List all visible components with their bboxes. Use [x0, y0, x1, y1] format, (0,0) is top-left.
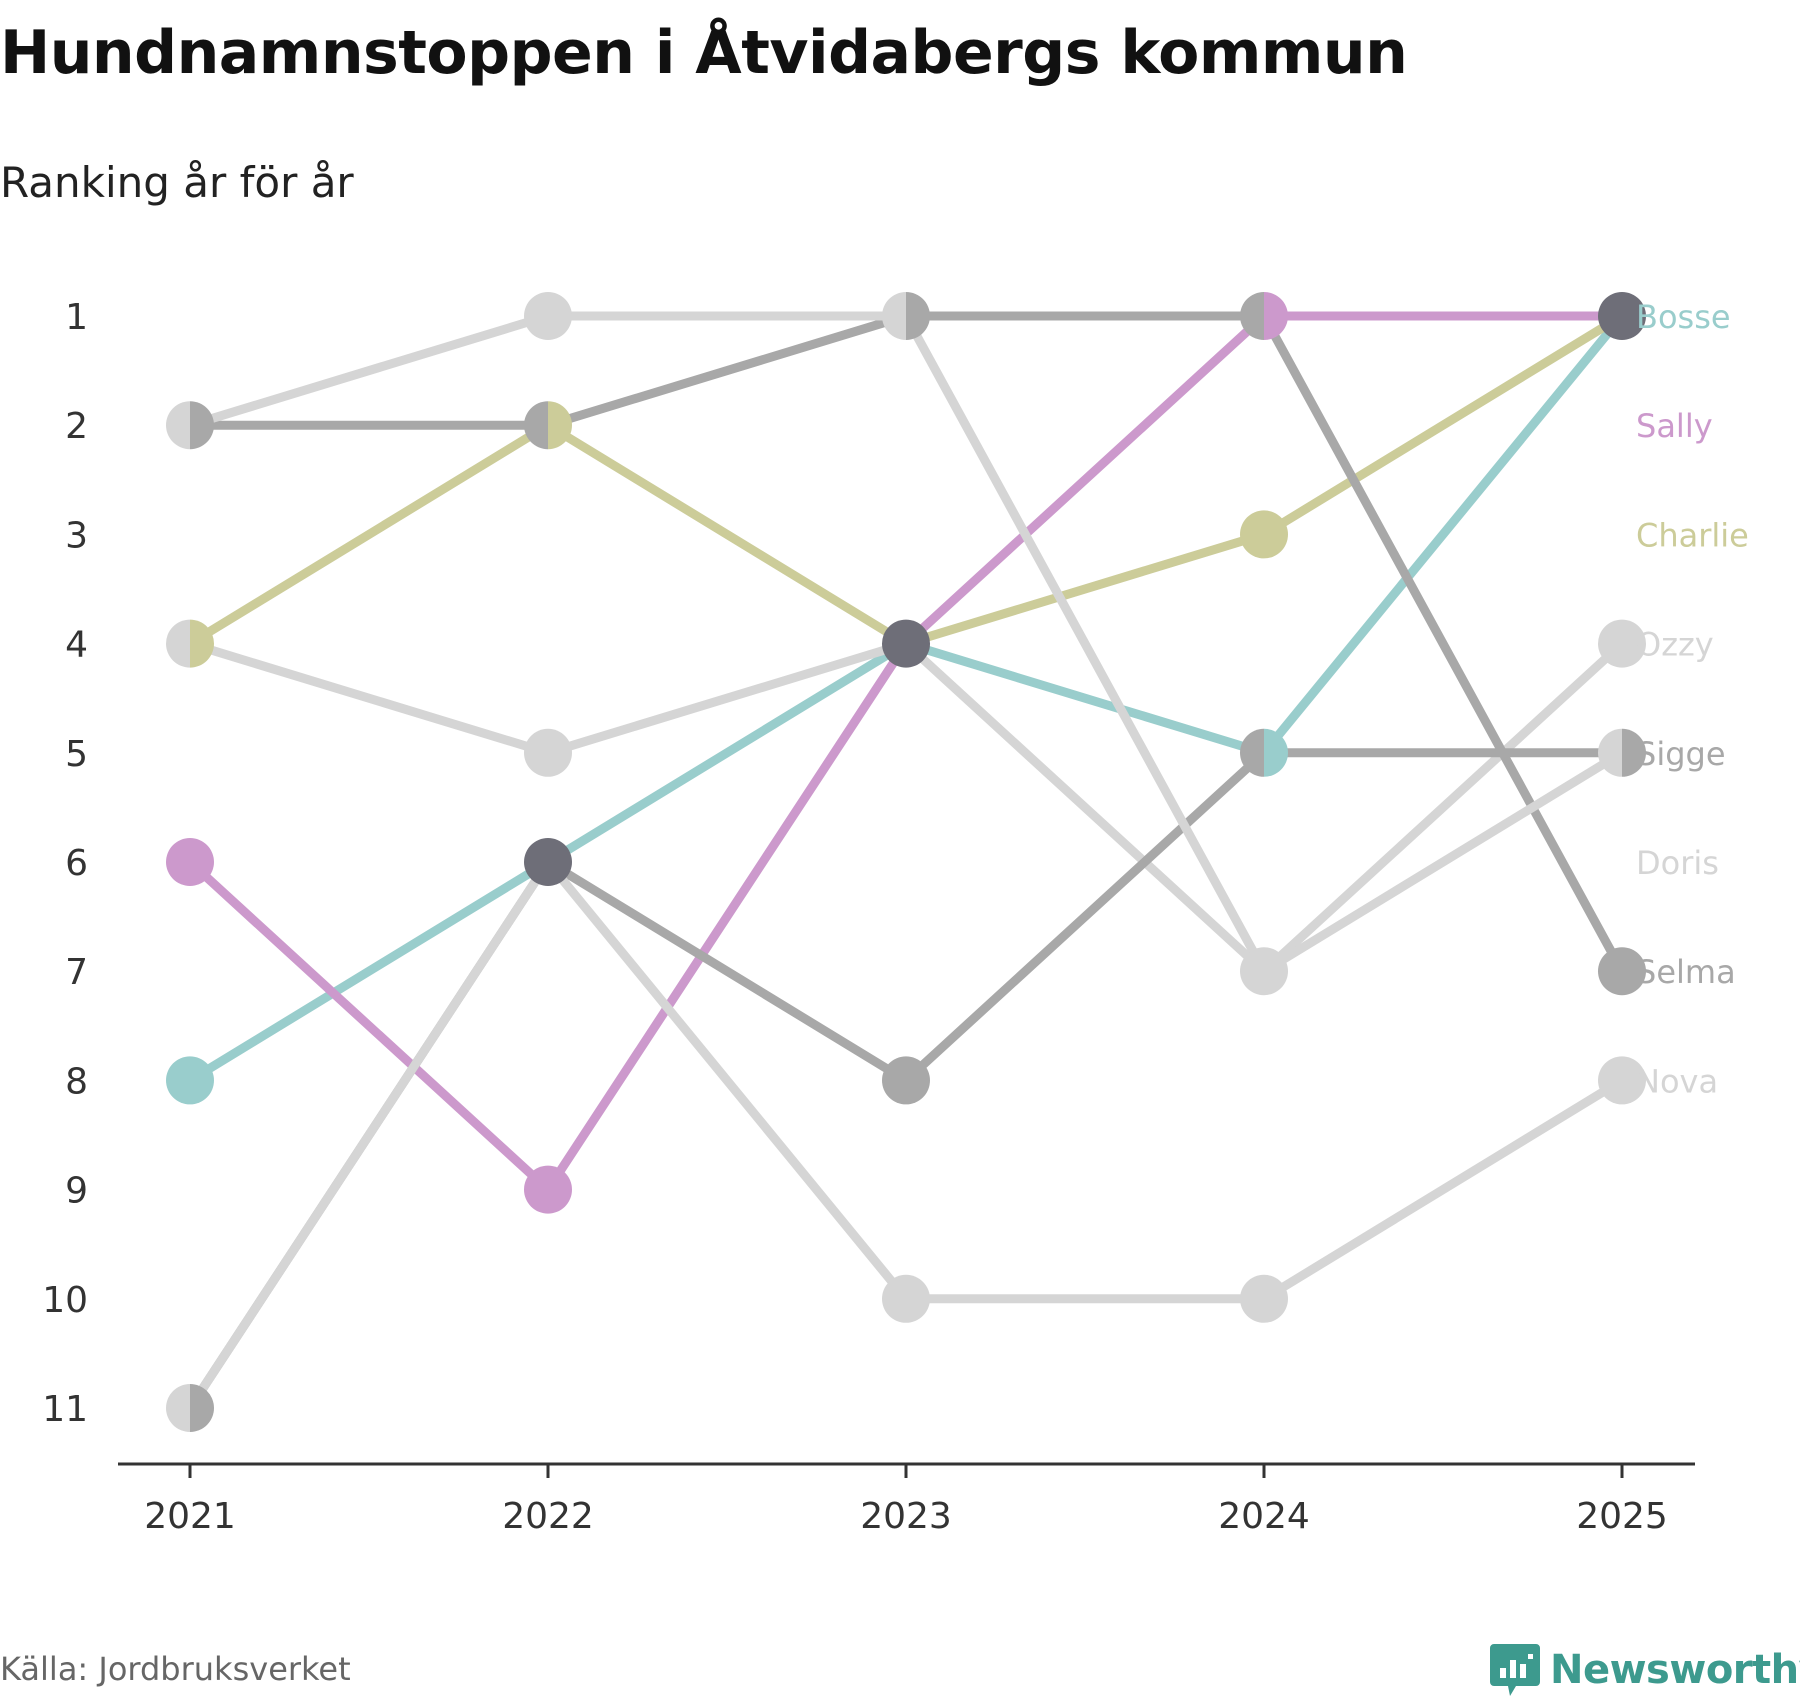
- marker-2021-rank-2-nova-half[interactable]: [166, 401, 190, 450]
- marker-2021-rank-11-doris-half[interactable]: [166, 1384, 190, 1432]
- marker-2024-rank-7-nova-half[interactable]: [1240, 947, 1264, 996]
- series-lines: [185, 311, 1627, 1413]
- x-axis: 1 2 3 4 5 6 7 8 9 10 11 2021 2022 2023 2024 2025: [42, 297, 1695, 1537]
- newsworthy-logo[interactable]: Newsworthy: [1490, 1640, 1800, 1700]
- end-label-selma: Selma: [1636, 953, 1736, 991]
- marker-2023-rank-1-nova-half[interactable]: [882, 292, 906, 340]
- y-tick-label-3: 3: [65, 515, 88, 556]
- marker-2023-rank-1-selma-half[interactable]: [906, 292, 930, 340]
- marker-2025-rank-1-tie[interactable]: [1598, 292, 1646, 340]
- series-markers: [166, 292, 1646, 1432]
- marker-2023-rank-8-sigge[interactable]: [882, 1056, 930, 1105]
- marker-2021-rank-8-bosse[interactable]: [166, 1056, 214, 1105]
- end-label-charlie: Charlie: [1636, 516, 1749, 554]
- chart-title: Hundnamnstoppen i Åtvidabergs kommun: [0, 18, 1408, 88]
- marker-2022-rank-2-charlie-half[interactable]: [548, 401, 572, 450]
- y-tick-label-1: 1: [65, 297, 88, 338]
- x-tick-label-2021: 2021: [144, 1496, 236, 1537]
- brand-name: Newsworthy: [1550, 1647, 1800, 1693]
- y-tick-label-5: 5: [65, 734, 88, 775]
- y-tick-label-10: 10: [42, 1280, 88, 1321]
- marker-2022-rank-2-selma-half[interactable]: [524, 401, 548, 450]
- y-tick-label-4: 4: [65, 625, 88, 666]
- end-labels: Bosse Sally Charlie Ozzy Sigge Doris Selma Nova: [1636, 298, 1749, 1100]
- bump-chart: Bosse Sally Charlie Ozzy Sigge Doris Selma Nova…: [42, 292, 1749, 1537]
- marker-2024-rank-1-selma-half[interactable]: [1240, 292, 1264, 340]
- marker-2025-rank-7-selma[interactable]: [1598, 947, 1646, 996]
- x-tick-label-2022: 2022: [502, 1496, 594, 1537]
- marker-2024-rank-5-bosse-half[interactable]: [1264, 728, 1288, 777]
- y-tick-label-11: 11: [42, 1389, 88, 1430]
- marker-2024-rank-10-doris[interactable]: [1240, 1274, 1288, 1323]
- marker-2021-rank-4-charlie-half[interactable]: [190, 619, 214, 668]
- end-label-sally: Sally: [1636, 407, 1713, 445]
- marker-2025-rank-5-nova-half[interactable]: [1598, 728, 1622, 777]
- series-line-bosse: [185, 311, 1627, 1085]
- source-note: Källa: Jordbruksverket: [0, 1650, 351, 1688]
- marker-2024-rank-7-ozzy-half[interactable]: [1264, 947, 1288, 996]
- end-label-doris: Doris: [1636, 844, 1719, 882]
- series-line-ozzy: [185, 639, 1627, 976]
- y-tick-label-9: 9: [65, 1171, 88, 1212]
- x-tick-label-2023: 2023: [860, 1496, 952, 1537]
- marker-2023-rank-10-doris[interactable]: [882, 1274, 930, 1323]
- marker-2022-rank-9-sally[interactable]: [524, 1165, 572, 1214]
- marker-2024-rank-3-charlie[interactable]: [1240, 510, 1288, 559]
- newsworthy-chat-chart-icon: [1490, 1644, 1540, 1696]
- marker-2021-rank-4-ozzy-half[interactable]: [166, 619, 190, 668]
- end-label-bosse: Bosse: [1636, 298, 1731, 336]
- end-label-nova: Nova: [1636, 1062, 1718, 1100]
- marker-2021-rank-2-selma-half[interactable]: [190, 401, 214, 450]
- marker-2025-rank-8-doris[interactable]: [1598, 1056, 1646, 1105]
- y-tick-label-6: 6: [65, 843, 88, 884]
- y-tick-label-7: 7: [65, 952, 88, 993]
- marker-2021-rank-11-sigge-half[interactable]: [190, 1384, 214, 1432]
- marker-2022-rank-1-nova[interactable]: [524, 292, 572, 340]
- series-line-charlie: [185, 311, 1627, 649]
- marker-2022-rank-6-tie[interactable]: [524, 838, 572, 886]
- end-label-ozzy: Ozzy: [1636, 626, 1714, 664]
- marker-2022-rank-5-ozzy[interactable]: [524, 728, 572, 777]
- y-tick-label-2: 2: [65, 406, 88, 447]
- marker-2025-rank-4-ozzy[interactable]: [1598, 619, 1646, 668]
- x-tick-label-2025: 2025: [1576, 1496, 1668, 1537]
- marker-2023-rank-4-tie[interactable]: [882, 619, 930, 668]
- series-line-doris: [185, 857, 1627, 1413]
- marker-2025-rank-5-sigge-half[interactable]: [1622, 728, 1646, 777]
- y-tick-label-8: 8: [65, 1061, 88, 1102]
- x-tick-label-2024: 2024: [1218, 1496, 1310, 1537]
- marker-2024-rank-1-sally-half[interactable]: [1264, 292, 1288, 340]
- chart-subtitle: Ranking år för år: [0, 158, 354, 207]
- marker-2021-rank-6-sally[interactable]: [166, 838, 214, 886]
- end-label-sigge: Sigge: [1636, 735, 1726, 773]
- marker-2024-rank-5-sigge-half[interactable]: [1240, 728, 1264, 777]
